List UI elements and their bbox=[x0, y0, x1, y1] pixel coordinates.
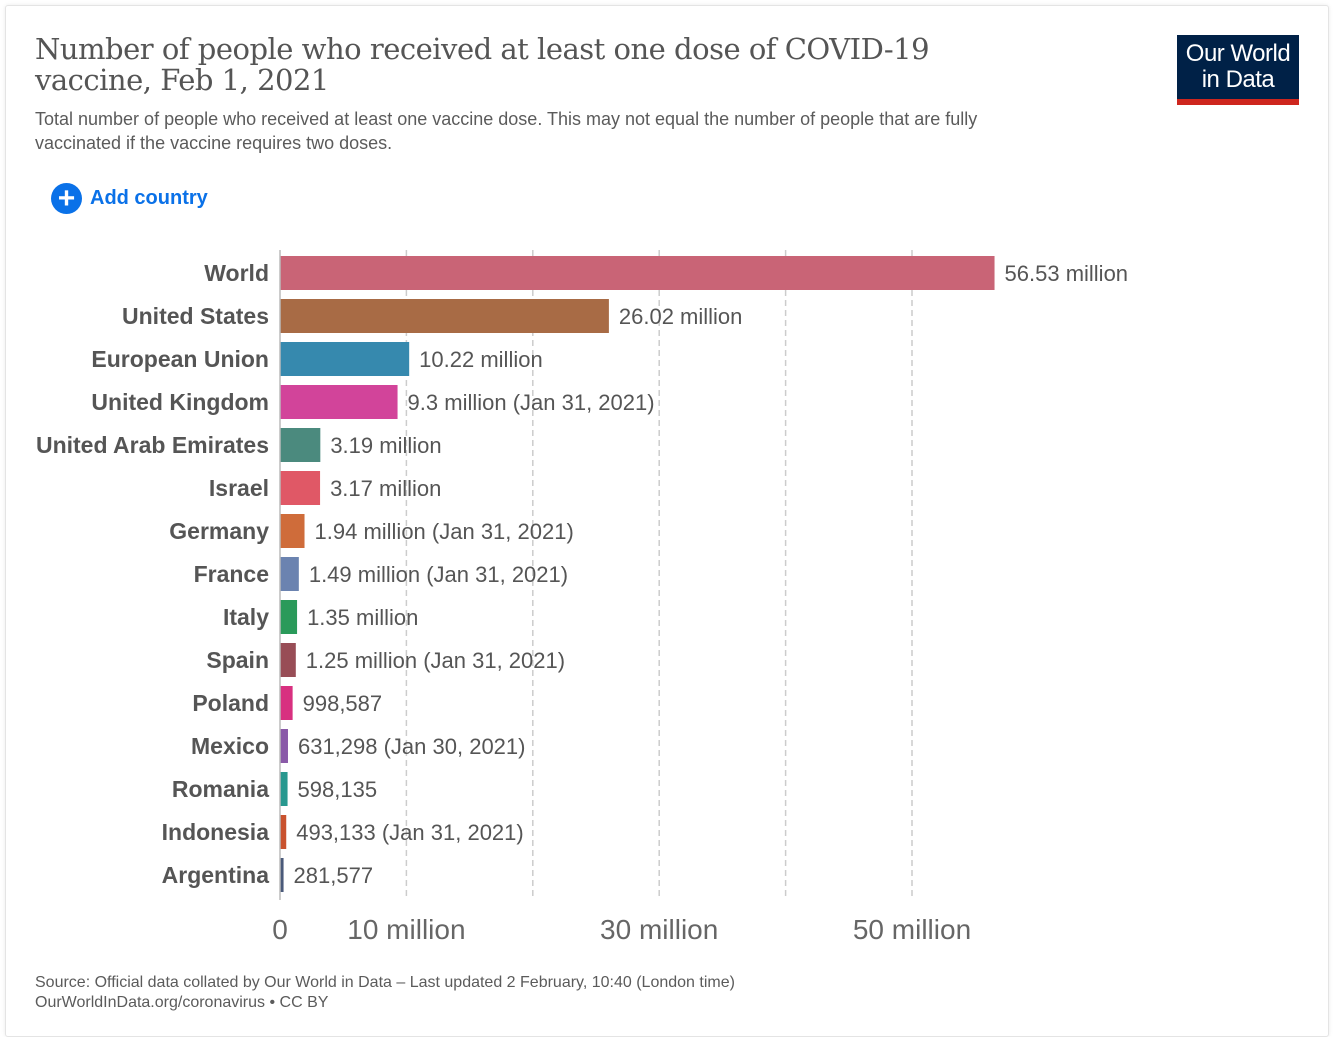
bar[interactable] bbox=[280, 471, 321, 505]
bar[interactable] bbox=[280, 428, 321, 462]
bar[interactable] bbox=[280, 600, 298, 634]
data-label: 281,577 bbox=[294, 863, 374, 888]
add-country-label: Add country bbox=[90, 187, 208, 209]
category-label: European Union bbox=[91, 346, 269, 372]
data-label: 10.22 million bbox=[419, 347, 543, 372]
data-label: 1.94 million (Jan 31, 2021) bbox=[315, 519, 574, 544]
bar[interactable] bbox=[280, 643, 296, 677]
category-label: Spain bbox=[206, 647, 269, 673]
category-label: Italy bbox=[223, 604, 269, 630]
data-label: 56.53 million bbox=[1005, 261, 1129, 286]
x-tick-label: 0 bbox=[272, 914, 288, 945]
category-label: Israel bbox=[209, 475, 269, 501]
bar[interactable] bbox=[280, 772, 288, 806]
category-label: Germany bbox=[169, 518, 269, 544]
category-label: Indonesia bbox=[162, 819, 270, 845]
bar[interactable] bbox=[280, 858, 284, 892]
bar[interactable] bbox=[280, 815, 287, 849]
bar[interactable] bbox=[280, 729, 288, 763]
license-note[interactable]: OurWorldInData.org/coronavirus • CC BY bbox=[35, 994, 329, 1011]
category-label: Poland bbox=[192, 690, 269, 716]
owid-logo[interactable]: Our World in Data bbox=[1177, 35, 1299, 105]
data-label: 631,298 (Jan 30, 2021) bbox=[298, 734, 526, 759]
category-label: Argentina bbox=[162, 862, 270, 888]
data-label: 9.3 million (Jan 31, 2021) bbox=[408, 390, 655, 415]
category-label: World bbox=[204, 260, 269, 286]
bar-chart: World 56.53 million United States 26.02 mil… bbox=[36, 250, 1129, 945]
x-tick-label: 10 million bbox=[347, 914, 465, 945]
data-label: 598,135 bbox=[298, 777, 378, 802]
chart-title: Number of people who received at least o… bbox=[35, 32, 930, 97]
bar[interactable] bbox=[280, 256, 995, 290]
category-label: Romania bbox=[172, 776, 269, 802]
bar[interactable] bbox=[280, 342, 410, 376]
logo-line1: Our World bbox=[1185, 40, 1291, 67]
bar[interactable] bbox=[280, 514, 305, 548]
category-label: France bbox=[194, 561, 269, 587]
x-tick-label: 50 million bbox=[853, 914, 971, 945]
x-tick-label: 30 million bbox=[600, 914, 718, 945]
category-label: Mexico bbox=[191, 733, 269, 759]
chart-card bbox=[5, 5, 1329, 1037]
add-country-button[interactable]: + Add country bbox=[51, 183, 208, 214]
logo-line2: in Data bbox=[1201, 66, 1275, 93]
bar[interactable] bbox=[280, 557, 299, 591]
bar[interactable] bbox=[280, 686, 293, 720]
category-label: United Arab Emirates bbox=[36, 432, 269, 458]
bar[interactable] bbox=[280, 299, 609, 333]
plus-circle-icon: + bbox=[51, 183, 82, 214]
chart-subtitle: Total number of people who received at l… bbox=[35, 109, 978, 153]
data-label: 26.02 million bbox=[619, 304, 743, 329]
data-label: 998,587 bbox=[303, 691, 383, 716]
data-label: 1.49 million (Jan 31, 2021) bbox=[309, 562, 568, 587]
data-label: 3.19 million bbox=[330, 433, 441, 458]
category-label: United States bbox=[122, 303, 269, 329]
data-label: 493,133 (Jan 31, 2021) bbox=[296, 820, 524, 845]
data-label: 1.25 million (Jan 31, 2021) bbox=[306, 648, 565, 673]
category-label: United Kingdom bbox=[91, 389, 269, 415]
footer: Source: Official data collated by Our Wo… bbox=[35, 973, 735, 1013]
source-note: Source: Official data collated by Our Wo… bbox=[35, 974, 735, 991]
data-label: 3.17 million bbox=[330, 476, 441, 501]
data-label: 1.35 million bbox=[307, 605, 418, 630]
bar[interactable] bbox=[280, 385, 398, 419]
